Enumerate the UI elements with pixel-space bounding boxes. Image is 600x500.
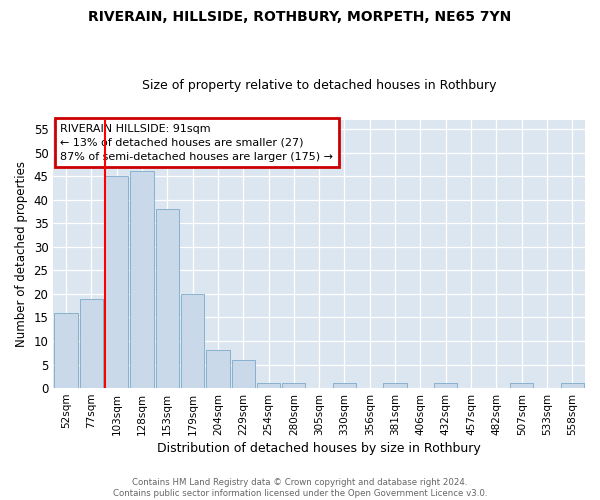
Bar — [434, 384, 457, 388]
Bar — [232, 360, 255, 388]
Bar — [257, 384, 280, 388]
Bar — [333, 384, 356, 388]
Title: Size of property relative to detached houses in Rothbury: Size of property relative to detached ho… — [142, 79, 496, 92]
Text: RIVERAIN, HILLSIDE, ROTHBURY, MORPETH, NE65 7YN: RIVERAIN, HILLSIDE, ROTHBURY, MORPETH, N… — [88, 10, 512, 24]
Bar — [55, 312, 77, 388]
Bar — [383, 384, 407, 388]
Bar — [130, 172, 154, 388]
Bar — [560, 384, 584, 388]
X-axis label: Distribution of detached houses by size in Rothbury: Distribution of detached houses by size … — [157, 442, 481, 455]
Y-axis label: Number of detached properties: Number of detached properties — [15, 161, 28, 347]
Bar — [282, 384, 305, 388]
Bar — [80, 298, 103, 388]
Text: Contains HM Land Registry data © Crown copyright and database right 2024.
Contai: Contains HM Land Registry data © Crown c… — [113, 478, 487, 498]
Bar — [206, 350, 230, 388]
Bar — [155, 209, 179, 388]
Bar — [105, 176, 128, 388]
Bar — [510, 384, 533, 388]
Text: RIVERAIN HILLSIDE: 91sqm
← 13% of detached houses are smaller (27)
87% of semi-d: RIVERAIN HILLSIDE: 91sqm ← 13% of detach… — [60, 124, 333, 162]
Bar — [181, 294, 204, 388]
